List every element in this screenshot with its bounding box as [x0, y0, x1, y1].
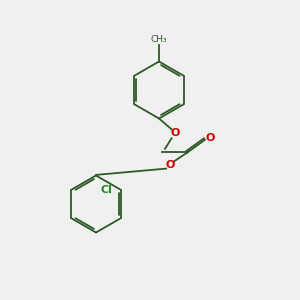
Text: O: O: [206, 133, 215, 143]
Text: O: O: [165, 160, 175, 170]
Text: CH₃: CH₃: [151, 34, 167, 43]
Text: Cl: Cl: [100, 185, 112, 195]
Text: O: O: [171, 128, 180, 138]
